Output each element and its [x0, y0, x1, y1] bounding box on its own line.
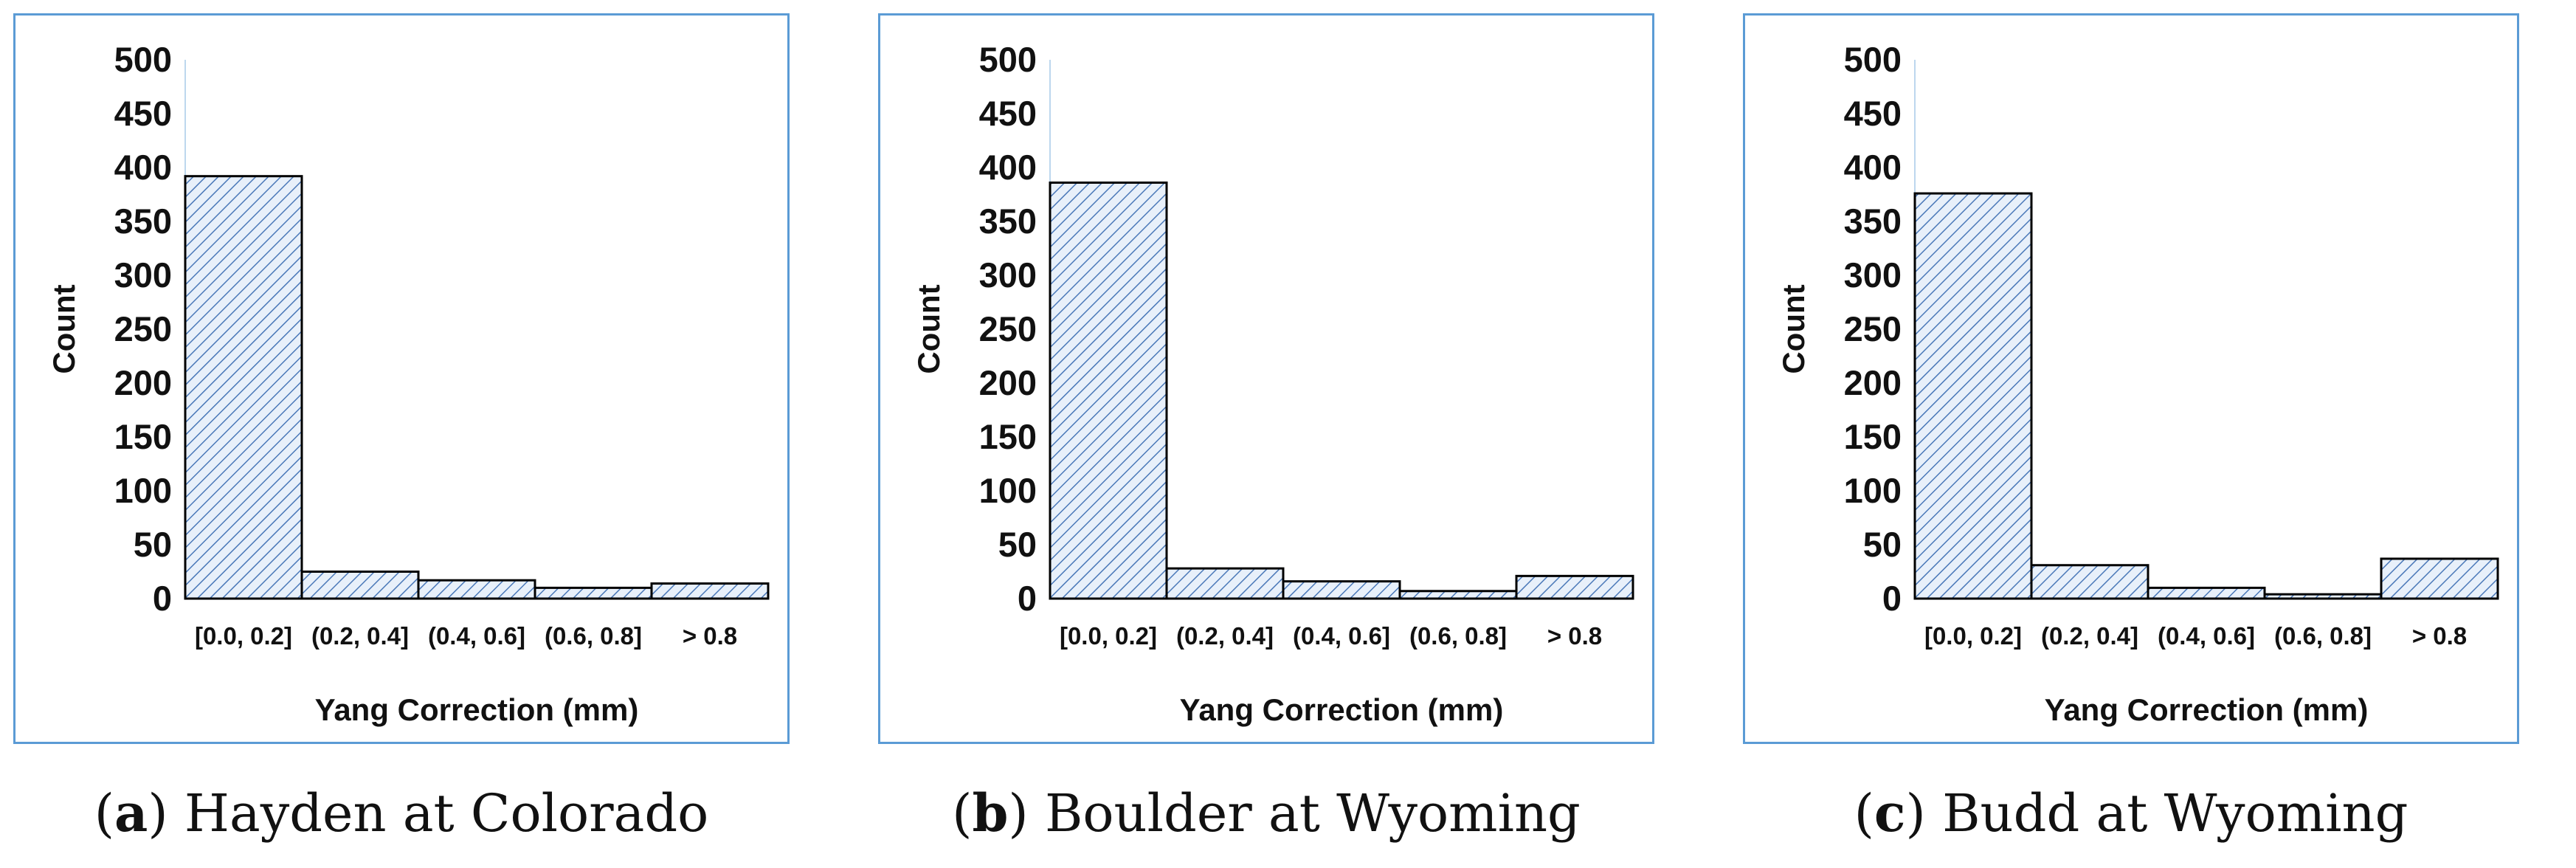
y-tick-label: 100 — [1844, 471, 1902, 510]
x-tick-label: > 0.8 — [683, 622, 737, 650]
y-axis-label: Count — [911, 284, 946, 373]
y-tick-label: 350 — [1844, 202, 1902, 241]
chart-panel-budd: 0 50 100 150 200 250 300 350 400 450 500 [0.0, 0.2]… — [1743, 13, 2519, 744]
x-tick-label: (0.2, 0.4] — [311, 622, 409, 650]
caption-letter: b — [972, 782, 1009, 844]
y-tick-label: 350 — [114, 202, 172, 241]
bar-chart-budd: 0 50 100 150 200 250 300 350 400 450 500 [0.0, 0.2]… — [1776, 40, 2499, 727]
bar — [1165, 567, 1285, 600]
bar — [1913, 192, 2033, 600]
x-tick-label: (0.4, 0.6] — [428, 622, 525, 650]
chart-panel-boulder: 0 50 100 150 200 250 300 350 400 450 500 [0.0, 0.2]… — [878, 13, 1654, 744]
y-tick-label: 250 — [979, 309, 1037, 348]
x-tick-label: (0.4, 0.6] — [1293, 622, 1390, 650]
y-tick-label: 200 — [979, 363, 1037, 402]
y-tick-label: 100 — [114, 471, 172, 510]
y-tick-label: 450 — [1844, 94, 1902, 133]
caption-hayden: (a) Hayden at Colorado — [94, 782, 709, 844]
y-tick-label: 400 — [114, 148, 172, 187]
x-tick-label: [0.0, 0.2] — [1060, 622, 1157, 650]
bar — [1282, 580, 1401, 600]
y-tick-label: 450 — [979, 94, 1037, 133]
y-tick-label: 50 — [134, 525, 172, 564]
caption-text: Boulder at Wyoming — [1044, 783, 1581, 844]
bar — [2030, 564, 2149, 600]
bar — [2147, 586, 2266, 600]
x-tick-label: (0.6, 0.8] — [1409, 622, 1507, 650]
y-tick-label: 400 — [979, 148, 1037, 187]
x-axis-label: Yang Correction (mm) — [1180, 692, 1504, 727]
y-tick-label: 50 — [998, 525, 1037, 564]
x-tick-label: (0.2, 0.4] — [1176, 622, 1274, 650]
bar — [533, 586, 653, 600]
caption-letter: c — [1874, 782, 1906, 844]
y-tick-label: 300 — [114, 255, 172, 294]
chart-panel-hayden: 0 50 100 150 200 250 300 350 400 450 500 [0.0, 0.2]… — [13, 13, 790, 744]
x-tick-label: (0.6, 0.8] — [545, 622, 642, 650]
caption-budd: (c) Budd at Wyoming — [1854, 782, 2408, 844]
x-tick-label: > 0.8 — [2412, 622, 2467, 650]
y-tick-label: 0 — [1882, 579, 1902, 618]
bar — [184, 175, 303, 600]
bar-chart-boulder: 0 50 100 150 200 250 300 350 400 450 500 [0.0, 0.2]… — [911, 40, 1634, 727]
bar — [1515, 574, 1634, 600]
bar — [650, 582, 770, 600]
y-tick-label: 350 — [979, 202, 1037, 241]
y-tick-label: 150 — [114, 417, 172, 456]
y-tick-label: 250 — [114, 309, 172, 348]
y-tick-label: 300 — [979, 255, 1037, 294]
x-tick-label: (0.2, 0.4] — [2041, 622, 2138, 650]
y-axis-label: Count — [1776, 284, 1811, 373]
y-tick-label: 150 — [1844, 417, 1902, 456]
y-tick-label: 400 — [1844, 148, 1902, 187]
bar — [1049, 181, 1168, 600]
bar — [417, 579, 536, 600]
x-tick-label: [0.0, 0.2] — [195, 622, 292, 650]
y-tick-label: 300 — [1844, 255, 1902, 294]
caption-text: Hayden at Colorado — [184, 783, 709, 844]
bar — [300, 571, 420, 600]
y-tick-label: 200 — [114, 363, 172, 402]
caption-letter: a — [114, 782, 148, 844]
x-tick-label: (0.4, 0.6] — [2158, 622, 2255, 650]
y-axis-label: Count — [46, 284, 81, 373]
caption-text: Budd at Wyoming — [1942, 783, 2408, 844]
y-tick-label: 150 — [979, 417, 1037, 456]
y-tick-label: 100 — [979, 471, 1037, 510]
y-tick-label: 0 — [153, 579, 172, 618]
y-tick-label: 200 — [1844, 363, 1902, 402]
x-axis-label: Yang Correction (mm) — [315, 692, 639, 727]
x-tick-label: [0.0, 0.2] — [1924, 622, 2022, 650]
y-tick-label: 500 — [114, 40, 172, 79]
y-tick-label: 50 — [1863, 525, 1902, 564]
bar — [2380, 557, 2499, 600]
x-axis-label: Yang Correction (mm) — [2045, 692, 2369, 727]
y-tick-label: 250 — [1844, 309, 1902, 348]
y-tick-label: 500 — [979, 40, 1037, 79]
x-tick-label: (0.6, 0.8] — [2274, 622, 2372, 650]
bar — [1398, 590, 1518, 600]
y-tick-label: 500 — [1844, 40, 1902, 79]
x-tick-label: > 0.8 — [1547, 622, 1602, 650]
caption-boulder: (b) Boulder at Wyoming — [952, 782, 1581, 844]
bar-chart-hayden: 0 50 100 150 200 250 300 350 400 450 500 [0.0, 0.2]… — [46, 40, 770, 727]
y-tick-label: 450 — [114, 94, 172, 133]
y-tick-label: 0 — [1018, 579, 1037, 618]
